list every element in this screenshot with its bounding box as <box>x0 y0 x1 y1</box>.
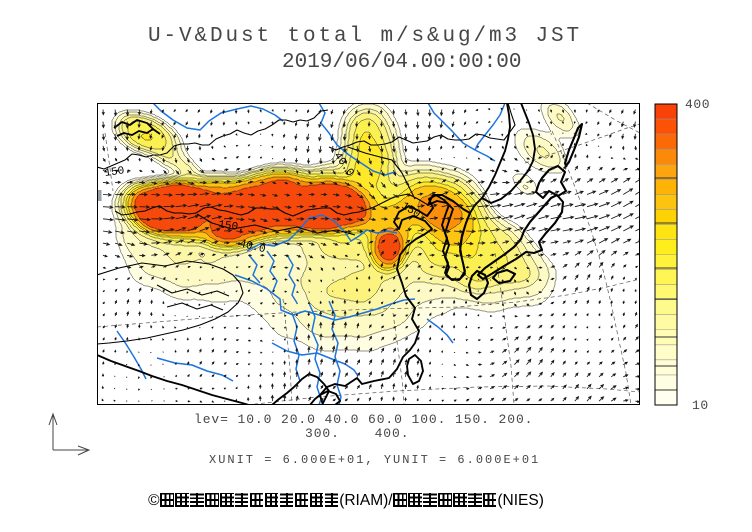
svg-text:150.: 150. <box>104 164 132 180</box>
svg-text:150.: 150. <box>217 219 245 235</box>
